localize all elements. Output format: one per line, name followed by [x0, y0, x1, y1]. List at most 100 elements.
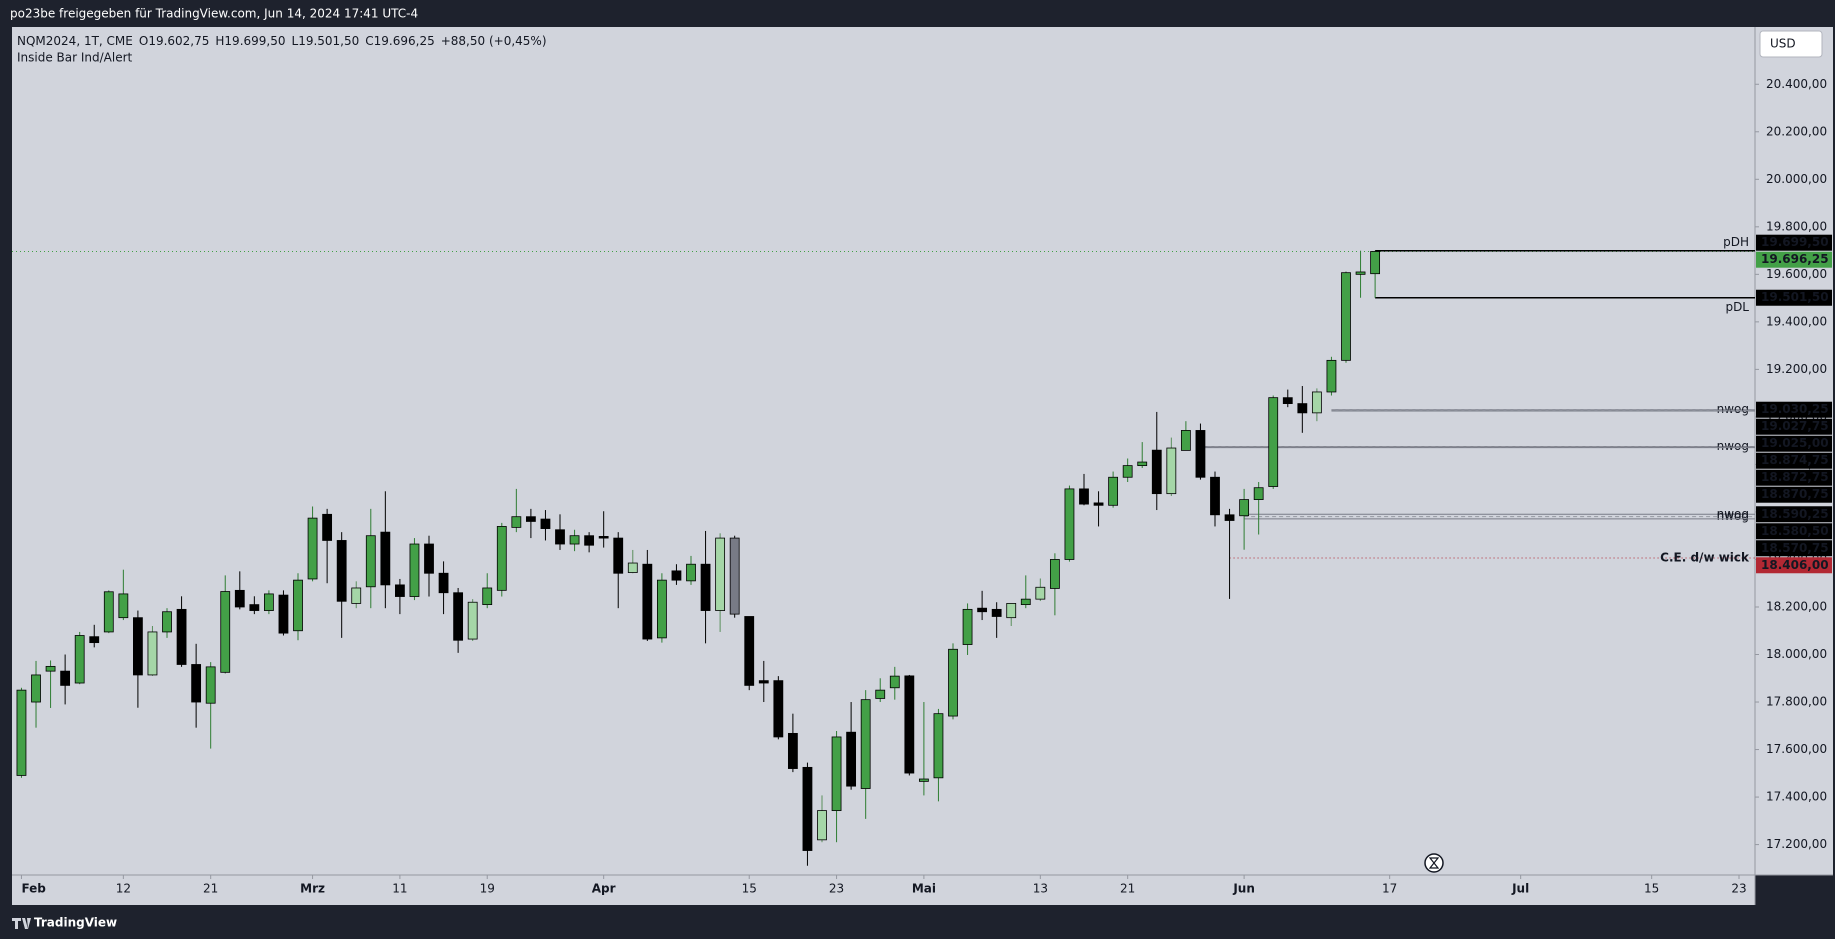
y-tick-label: 17.200,00 [1766, 837, 1827, 851]
ohlc-value: 19.699,50 [224, 34, 285, 48]
candle-body [1268, 397, 1279, 487]
y-tick-label: 20.000,00 [1766, 172, 1827, 186]
candle-body [249, 604, 260, 611]
candle-body [162, 611, 172, 633]
candle-body [380, 531, 391, 586]
candle-body [613, 537, 624, 574]
indicator-name: Inside Bar Ind/Alert [17, 51, 133, 65]
candle-body [1239, 499, 1250, 517]
candle-body [1253, 487, 1264, 500]
plot-area [12, 27, 1755, 875]
candle-body [758, 680, 769, 684]
y-tick-label: 20.400,00 [1766, 77, 1827, 91]
y-tick-label: 17.800,00 [1766, 695, 1827, 709]
candle-body [60, 670, 71, 686]
candle-body [656, 579, 667, 639]
candle-body [889, 675, 900, 689]
candle-body [627, 562, 638, 573]
x-tick-label: 15 [1644, 882, 1659, 896]
candle-body [1210, 476, 1220, 516]
candle-body [307, 517, 318, 580]
price-label-box [1756, 418, 1832, 435]
price-label-box [1756, 506, 1832, 523]
candle-body [31, 674, 41, 703]
x-tick-label: Apr [592, 882, 616, 896]
candle-body [147, 631, 158, 676]
price-label: 18.874,75 [1761, 453, 1829, 467]
price-label-box [1756, 469, 1832, 486]
y-tick-label: 17.400,00 [1766, 790, 1827, 804]
currency-button[interactable] [1759, 30, 1823, 58]
x-tick-label: 13 [1033, 882, 1048, 896]
x-tick-label: Jul [1511, 882, 1529, 896]
candle-body [875, 689, 886, 699]
price-label-box [1756, 486, 1832, 503]
ohlc-key: C [365, 34, 373, 48]
price-label: 19.025,00 [1761, 436, 1829, 450]
candle-body [424, 543, 434, 574]
ohlc-value: 19.696,25 [374, 34, 435, 48]
price-label-box [1756, 557, 1832, 574]
time-axis [12, 875, 1755, 905]
price-label: 18.872,75 [1761, 470, 1829, 484]
candle-body [1370, 251, 1381, 275]
candle-body [482, 587, 493, 606]
price-label: 19.030,25 [1761, 402, 1829, 416]
x-tick-label: Jun [1232, 882, 1255, 896]
price-label-box [1756, 234, 1832, 251]
candle-body [351, 587, 362, 604]
hourglass [1428, 857, 1440, 869]
candle-body [729, 537, 740, 615]
x-tick-label: Mrz [300, 882, 325, 896]
candle-body [1195, 430, 1206, 478]
candle-body [409, 543, 420, 597]
candle-body [700, 563, 711, 611]
x-tick-label: 15 [742, 882, 757, 896]
price-label: 18.570,75 [1761, 541, 1829, 555]
candle-body [467, 601, 478, 640]
candle-body [1064, 488, 1075, 560]
candle-body [234, 589, 245, 608]
candle-body [642, 563, 653, 640]
ohlc: O19.602,75 H19.699,50 L19.501,50 C19.696,25 [139, 34, 435, 48]
currency[interactable]: USD [1770, 37, 1796, 51]
candle-body [1166, 447, 1177, 495]
ohlc-key: O [139, 34, 148, 48]
price-label-box [1756, 523, 1832, 540]
price-label-box [1756, 452, 1832, 469]
price-label-box [1756, 540, 1832, 557]
candle-body [1108, 476, 1119, 506]
candle-body [74, 635, 85, 684]
candle-body [962, 608, 973, 645]
candle-body [89, 636, 100, 644]
y-tick-label: 19.600,00 [1766, 267, 1827, 281]
replay-icon[interactable] [1424, 853, 1444, 873]
price-label-box [1756, 289, 1832, 306]
candle-body [598, 536, 609, 539]
candle-body [16, 689, 27, 776]
candle-body [191, 664, 202, 703]
candle-body [831, 736, 842, 812]
candle-body [948, 648, 958, 717]
x-tick-label: 21 [203, 882, 218, 896]
brand: TradingView [34, 916, 117, 930]
candle-body [773, 680, 784, 738]
price-label-box [1756, 401, 1832, 418]
candle-body [45, 665, 56, 672]
x-tick-label: 17 [1382, 882, 1397, 896]
candle-body [103, 591, 114, 633]
price-label: 19.696,25 [1761, 252, 1829, 266]
level-label: nwog [1717, 439, 1749, 453]
x-tick-label: 23 [1731, 882, 1746, 896]
price-label: 19.027,75 [1761, 419, 1829, 433]
candle-body [293, 579, 303, 632]
candle-body [278, 594, 289, 634]
candle-body [511, 516, 522, 528]
candle-body [1311, 391, 1322, 414]
candle-body [1297, 403, 1308, 414]
x-tick-label: 19 [480, 882, 495, 896]
level-label: nwog [1717, 402, 1749, 416]
logo-icon [12, 918, 31, 929]
x-tick-label: Feb [21, 882, 46, 896]
candle-body [904, 675, 915, 774]
